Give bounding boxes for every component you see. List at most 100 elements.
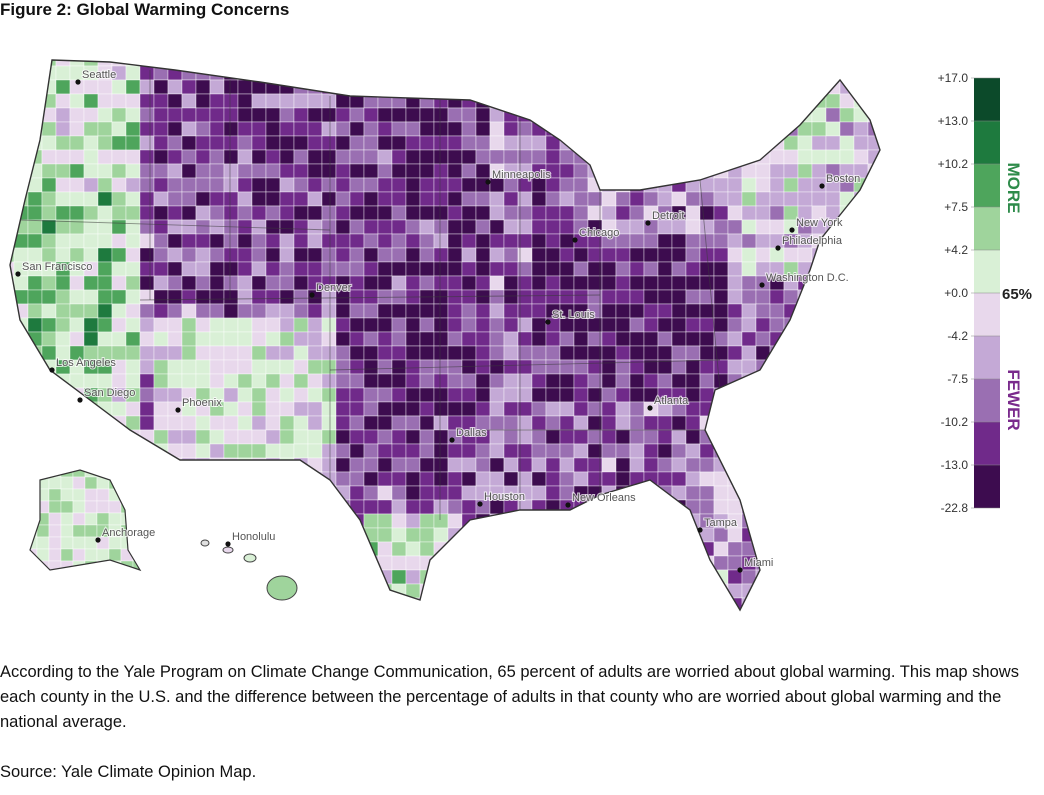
county-cell bbox=[237, 429, 253, 445]
county-cell bbox=[797, 485, 813, 501]
county-cell bbox=[657, 121, 673, 137]
county-cell bbox=[882, 388, 896, 402]
county-cell bbox=[447, 541, 463, 557]
county-cell bbox=[783, 65, 799, 81]
county-cell bbox=[209, 275, 225, 291]
county-cell bbox=[699, 261, 715, 277]
county-cell bbox=[867, 275, 880, 291]
county-cell bbox=[685, 219, 701, 235]
county-cell bbox=[853, 149, 869, 165]
city-dot bbox=[95, 537, 101, 543]
county-cell bbox=[209, 163, 225, 179]
county-cell bbox=[293, 527, 309, 543]
county-cell bbox=[279, 401, 295, 417]
county-cell bbox=[10, 317, 15, 333]
county-cell bbox=[10, 443, 15, 459]
county-cell bbox=[882, 584, 896, 598]
county-cell bbox=[13, 485, 29, 501]
county-cell bbox=[363, 261, 379, 277]
county-cell bbox=[671, 541, 687, 557]
county-cell bbox=[475, 317, 491, 333]
county-cell bbox=[573, 401, 589, 417]
county-cell bbox=[294, 612, 308, 620]
county-cell bbox=[335, 149, 351, 165]
county-cell bbox=[377, 163, 393, 179]
county-cell bbox=[615, 317, 631, 333]
county-cell bbox=[825, 303, 841, 319]
county-cell bbox=[755, 415, 771, 431]
county-cell bbox=[713, 233, 729, 249]
county-cell bbox=[13, 583, 29, 599]
county-cell bbox=[448, 612, 462, 620]
county-cell bbox=[839, 471, 855, 487]
county-cell bbox=[685, 583, 701, 599]
county-cell bbox=[167, 499, 183, 515]
county-cell bbox=[657, 471, 673, 487]
county-cell bbox=[363, 331, 379, 347]
county-cell bbox=[447, 60, 463, 67]
county-cell bbox=[601, 415, 617, 431]
county-cell bbox=[671, 513, 687, 529]
county-cell bbox=[120, 488, 134, 502]
county-cell bbox=[559, 331, 575, 347]
county-cell bbox=[307, 93, 323, 109]
county-cell bbox=[60, 476, 74, 490]
county-cell bbox=[587, 597, 603, 610]
county-cell bbox=[377, 149, 393, 165]
county-cell bbox=[419, 65, 435, 81]
county-cell bbox=[0, 612, 14, 620]
county-cell bbox=[139, 93, 155, 109]
county-cell bbox=[713, 541, 729, 557]
county-cell bbox=[489, 597, 505, 610]
county-cell bbox=[153, 177, 169, 193]
county-cell bbox=[69, 93, 85, 109]
county-cell bbox=[433, 415, 449, 431]
county-cell bbox=[601, 429, 617, 445]
county-cell bbox=[139, 415, 155, 431]
legend-tick-label: -4.2 bbox=[947, 329, 968, 343]
county-cell bbox=[377, 79, 393, 95]
county-cell bbox=[181, 149, 197, 165]
county-cell bbox=[867, 289, 880, 305]
county-cell bbox=[153, 247, 169, 263]
county-cell bbox=[559, 177, 575, 193]
county-cell bbox=[685, 457, 701, 473]
county-cell bbox=[335, 583, 351, 599]
county-cell bbox=[601, 387, 617, 403]
city-label: Dallas bbox=[456, 427, 487, 439]
county-cell bbox=[55, 415, 71, 431]
county-cell bbox=[657, 289, 673, 305]
county-cell bbox=[419, 191, 435, 207]
county-cell bbox=[713, 93, 729, 109]
county-cell bbox=[769, 135, 785, 151]
county-cell bbox=[195, 471, 211, 487]
county-cell bbox=[27, 583, 43, 599]
county-cell bbox=[755, 289, 771, 305]
county-cell bbox=[629, 373, 645, 389]
county-cell bbox=[27, 121, 43, 137]
county-cell bbox=[811, 359, 827, 375]
county-cell bbox=[643, 443, 659, 459]
county-cell bbox=[405, 541, 421, 557]
county-cell bbox=[293, 373, 309, 389]
county-cell bbox=[531, 93, 547, 109]
county-cell bbox=[41, 443, 57, 459]
county-cell bbox=[237, 373, 253, 389]
county-cell bbox=[209, 149, 225, 165]
county-cell bbox=[798, 612, 812, 620]
county-cell bbox=[209, 219, 225, 235]
county-cell bbox=[167, 177, 183, 193]
county-cell bbox=[363, 135, 379, 151]
county-cell bbox=[769, 415, 785, 431]
county-cell bbox=[671, 359, 687, 375]
legend-tick-label: +0.0 bbox=[944, 286, 968, 300]
county-cell bbox=[321, 65, 337, 81]
county-cell bbox=[321, 429, 337, 445]
county-cell bbox=[377, 93, 393, 109]
county-cell bbox=[756, 612, 770, 620]
county-cell bbox=[30, 476, 38, 490]
legend-swatch bbox=[974, 379, 1000, 422]
county-cell bbox=[69, 135, 85, 151]
county-cell bbox=[853, 261, 869, 277]
county-cell bbox=[727, 149, 743, 165]
